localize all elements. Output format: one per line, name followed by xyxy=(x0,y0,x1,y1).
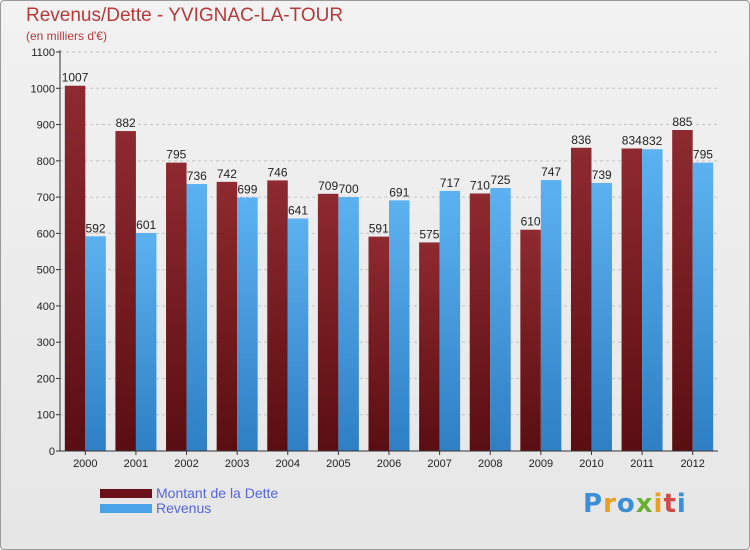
y-tick-label: 1100 xyxy=(31,47,55,59)
x-tick-label: 2004 xyxy=(276,458,300,470)
debt-bar xyxy=(469,193,491,452)
revenue-value-label: 641 xyxy=(288,203,308,217)
revenue-value-label: 601 xyxy=(136,218,156,232)
x-tick-label: 2012 xyxy=(680,458,704,470)
debt-bar xyxy=(115,131,136,452)
revenue-value-label: 795 xyxy=(693,148,713,162)
debt-value-label: 575 xyxy=(419,227,439,241)
debt-bar xyxy=(672,129,693,451)
y-tick-label: 200 xyxy=(37,373,55,385)
legend-swatch-revenue xyxy=(100,504,152,513)
chart-subtitle: (en milliers d'€) xyxy=(26,29,107,43)
logo-letter: i xyxy=(653,489,664,519)
revenue-bar xyxy=(642,149,663,451)
debt-bar xyxy=(520,229,541,451)
debt-value-label: 591 xyxy=(369,222,389,236)
x-tick-label: 2000 xyxy=(73,458,97,470)
debt-bar xyxy=(216,181,238,451)
revenue-value-label: 700 xyxy=(339,182,359,196)
debt-value-label: 1007 xyxy=(62,71,89,85)
revenue-bar xyxy=(85,236,106,451)
revenue-value-label: 592 xyxy=(86,221,106,235)
debt-value-label: 795 xyxy=(166,148,186,162)
y-tick-label: 0 xyxy=(49,446,55,458)
debt-value-label: 742 xyxy=(217,167,237,181)
x-tick-label: 2009 xyxy=(529,458,553,470)
revenue-bar xyxy=(389,200,410,451)
legend-label-revenue: Revenus xyxy=(156,500,212,516)
revenue-value-label: 832 xyxy=(642,134,662,148)
revenue-bar xyxy=(186,184,208,452)
debt-value-label: 882 xyxy=(116,116,136,130)
x-tick-label: 2010 xyxy=(579,458,603,470)
axes: 0 100 200 300 400 500 600 700 800 900 1000 1100 2000… xyxy=(31,47,718,470)
debt-bar xyxy=(267,180,288,451)
x-tick-label: 2007 xyxy=(427,458,451,470)
logo-letter: o xyxy=(616,489,636,519)
revenue-bar xyxy=(692,162,714,451)
revenue-value-label: 736 xyxy=(187,169,207,183)
revenue-bar xyxy=(135,233,157,451)
logo-letter: t xyxy=(663,489,677,519)
chart-title: Revenus/Dette - YVIGNAC-LA-TOUR xyxy=(26,5,344,26)
debt-value-label: 746 xyxy=(268,165,288,179)
debt-bar xyxy=(570,147,592,451)
revenue-value-label: 717 xyxy=(440,176,460,190)
revenue-value-label: 739 xyxy=(592,168,612,182)
revenue-bar xyxy=(237,197,258,451)
debt-bar xyxy=(368,236,389,451)
debt-value-label: 834 xyxy=(622,133,642,147)
revenue-value-label: 725 xyxy=(490,173,510,187)
y-tick-label: 1000 xyxy=(31,83,55,95)
revenue-bar xyxy=(540,180,562,451)
y-tick-label: 100 xyxy=(37,410,55,422)
y-tick-label: 500 xyxy=(37,265,55,277)
debt-bar xyxy=(166,162,187,451)
debt-value-label: 709 xyxy=(318,179,338,193)
y-tick-label: 700 xyxy=(37,192,55,204)
revenue-bar xyxy=(439,190,461,451)
y-tick-label: 800 xyxy=(37,156,55,168)
x-tick-label: 2005 xyxy=(326,458,350,470)
x-tick-label: 2003 xyxy=(225,458,249,470)
x-tick-label: 2001 xyxy=(124,458,148,470)
logo-letter: x xyxy=(635,489,654,519)
y-tick-label: 600 xyxy=(37,228,55,240)
proxiti-logo: Proxiti xyxy=(583,489,687,519)
logo-letter: P xyxy=(583,489,604,519)
revenue-bar xyxy=(490,188,511,452)
y-tick-label: 300 xyxy=(37,337,55,349)
legend-swatch-debt xyxy=(100,489,152,498)
revenue-bar xyxy=(287,218,309,451)
logo-letter: r xyxy=(603,489,617,519)
debt-value-label: 885 xyxy=(672,115,692,129)
debt-value-label: 836 xyxy=(571,133,591,147)
revenue-bar xyxy=(591,182,612,451)
debt-value-label: 610 xyxy=(521,215,541,229)
x-tick-label: 2011 xyxy=(630,458,654,470)
logo-letter: i xyxy=(676,489,687,519)
revenue-value-label: 699 xyxy=(237,182,257,196)
debt-value-label: 710 xyxy=(470,178,490,192)
debt-bar xyxy=(64,85,86,451)
x-tick-label: 2006 xyxy=(377,458,401,470)
x-tick-label: 2008 xyxy=(478,458,502,470)
revenue-value-label: 691 xyxy=(389,185,409,199)
y-tick-label: 900 xyxy=(37,120,55,132)
legend-label-debt: Montant de la Dette xyxy=(156,485,279,501)
debt-bar xyxy=(621,148,643,451)
revenue-bar xyxy=(338,197,359,451)
revenue-value-label: 747 xyxy=(541,165,561,179)
debt-bar xyxy=(317,193,339,452)
debt-bar xyxy=(419,242,440,451)
y-tick-label: 400 xyxy=(37,301,55,313)
x-tick-label: 2002 xyxy=(174,458,198,470)
